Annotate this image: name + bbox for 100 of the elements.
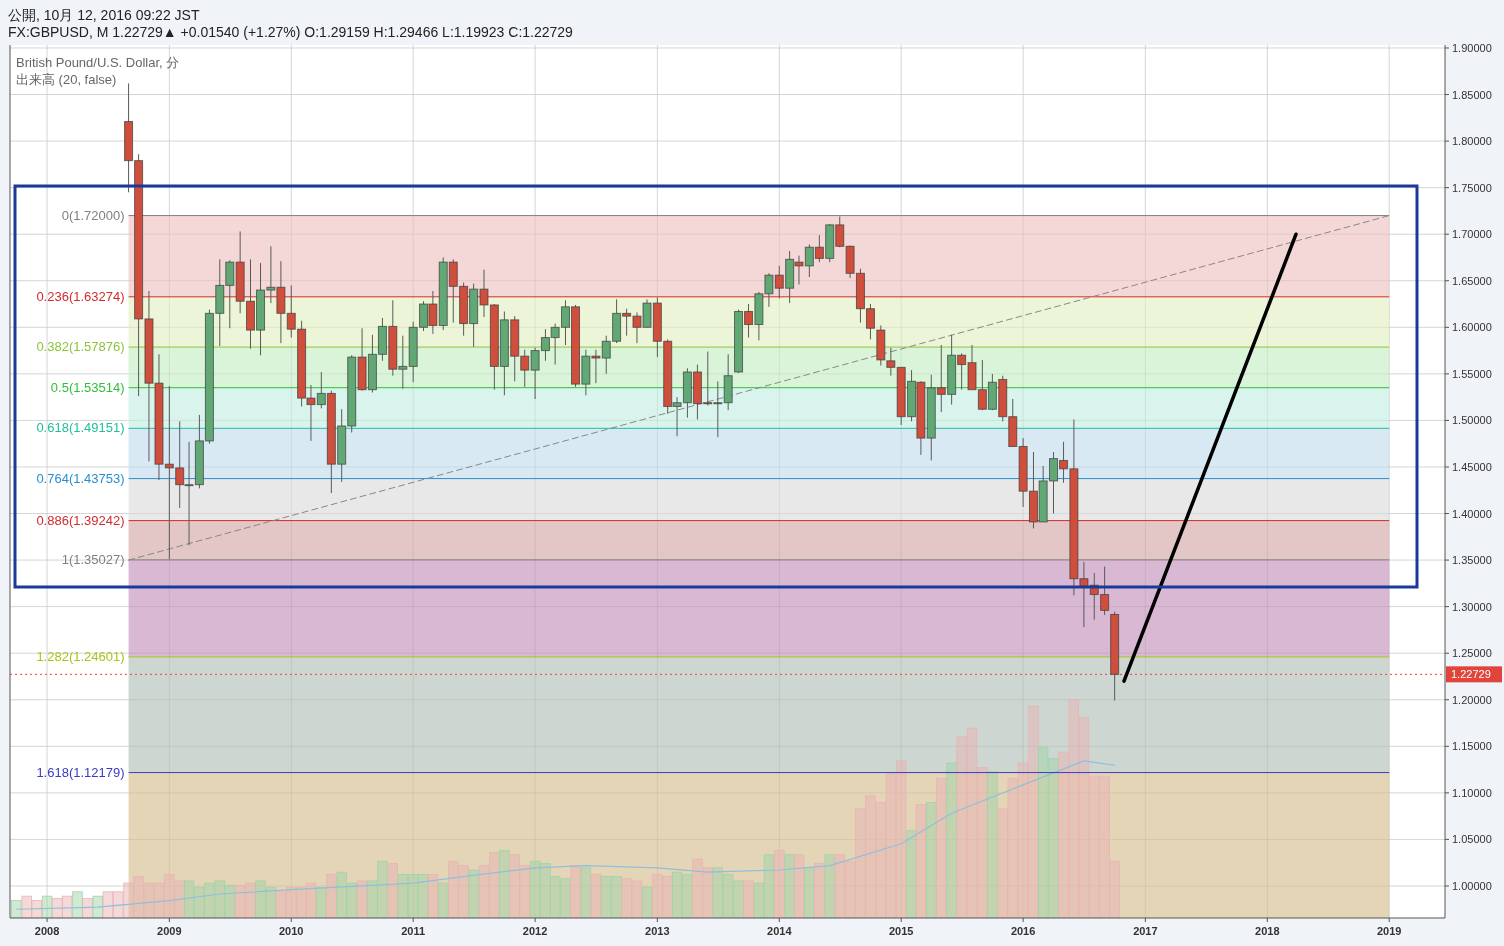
bar: [671, 871, 683, 918]
bar: [102, 891, 114, 918]
y-tick-label: 1.75000: [1452, 181, 1492, 194]
y-tick-label: 1.65000: [1452, 274, 1492, 287]
bar: [733, 880, 744, 918]
ref-line-label: 0.764(1.43753): [36, 470, 125, 486]
y-tick-label: 1.05000: [1452, 833, 1492, 846]
bar: [458, 865, 469, 918]
bar: [214, 880, 225, 918]
bar: [387, 863, 398, 918]
x-tick-label: 2019: [1376, 925, 1402, 937]
annotation: British Pound/U.S. Dollar, 分: [16, 55, 180, 70]
y-tick-label: 1.20000: [1452, 693, 1492, 706]
bar: [896, 760, 907, 918]
bar: [855, 808, 866, 918]
bar: [641, 887, 653, 918]
bar: [722, 873, 734, 918]
bar: [915, 804, 927, 918]
x-tick-label: 2009: [157, 925, 182, 937]
bar: [1068, 699, 1080, 918]
bar: [753, 882, 765, 918]
bar: [956, 736, 967, 918]
bar: [804, 867, 815, 918]
y-tick-label: 1.10000: [1452, 786, 1492, 799]
bar: [814, 863, 825, 918]
ref-line-label: 1(1.35027): [61, 551, 125, 567]
bar: [590, 873, 602, 918]
bar: [844, 860, 856, 918]
bar: [123, 882, 134, 918]
bar: [936, 777, 947, 918]
ref-line-label: 1.22729: [1451, 668, 1491, 681]
y-tick-label: 1.85000: [1452, 88, 1492, 101]
bar: [31, 900, 42, 918]
bar: [621, 878, 632, 918]
bar: [682, 873, 693, 918]
bar: [793, 854, 805, 918]
x-tick-label: 2014: [767, 925, 793, 937]
bar: [305, 882, 317, 918]
bar: [143, 882, 155, 918]
bar: [519, 865, 530, 918]
bar: [946, 762, 957, 918]
annotation: 出来高 (20, false): [16, 72, 117, 87]
y-tick-label: 1.40000: [1452, 507, 1492, 520]
bar: [245, 882, 256, 918]
ref-line-label: 0.236(1.63274): [36, 288, 125, 304]
ref-line-label: 1.282(1.24601): [36, 648, 125, 664]
ref-line-label: 0.618(1.49151): [36, 420, 125, 436]
bar: [255, 880, 266, 918]
bar: [1089, 775, 1100, 918]
y-tick-label: 1.15000: [1452, 740, 1492, 753]
bar: [966, 727, 978, 918]
bar: [265, 887, 277, 918]
bar: [712, 867, 724, 918]
bar: [1099, 775, 1110, 918]
bar: [702, 867, 713, 918]
bar: [326, 873, 337, 918]
bar: [652, 873, 663, 918]
y-tick-label: 1.50000: [1452, 414, 1492, 427]
bar: [885, 773, 897, 918]
bar: [1058, 751, 1069, 918]
bar: [580, 867, 592, 918]
bar: [784, 854, 795, 918]
bar: [1109, 860, 1120, 918]
y-tick-label: 1.90000: [1452, 41, 1492, 54]
bar: [824, 854, 835, 918]
bar: [631, 880, 643, 918]
bar: [987, 771, 998, 918]
bar: [164, 873, 175, 918]
y-tick-label: 1.30000: [1452, 600, 1492, 613]
x-tick-label: 2012: [522, 925, 548, 937]
bar: [1007, 777, 1018, 918]
ref-line-label: 1.618(1.12179): [36, 764, 125, 780]
chart-subtitle: FX:GBPUSD, M 1.22729▲ +0.01540 (+1.27%) O:1.29159 H:1.29466 L:1.19923 C:1.22729: [8, 24, 574, 40]
bar: [865, 795, 876, 918]
ref-line-label: 0(1.72000): [61, 207, 125, 223]
y-tick-label: 1.60000: [1452, 321, 1492, 334]
bar: [489, 852, 500, 918]
y-tick-label: 1.00000: [1452, 879, 1492, 892]
bar: [540, 863, 551, 918]
bar: [499, 849, 510, 918]
bar: [763, 854, 775, 918]
bar: [407, 873, 419, 918]
x-tick-label: 2010: [279, 925, 304, 937]
bar: [427, 873, 439, 918]
ref-line-label: 0.5(1.53514): [50, 379, 125, 395]
bar: [286, 887, 297, 918]
bar: [875, 801, 887, 918]
bar: [367, 880, 378, 918]
bar: [834, 854, 845, 918]
bar: [662, 876, 673, 918]
x-tick-label: 2017: [1133, 925, 1158, 937]
bar: [509, 854, 520, 918]
x-tick-label: 2018: [1255, 925, 1280, 937]
bar: [275, 891, 287, 918]
bar: [1078, 716, 1090, 918]
bar: [397, 873, 409, 918]
bar: [336, 871, 347, 918]
bar: [224, 884, 235, 918]
x-tick-label: 2013: [645, 925, 670, 937]
x-tick-label: 2016: [1010, 925, 1036, 937]
